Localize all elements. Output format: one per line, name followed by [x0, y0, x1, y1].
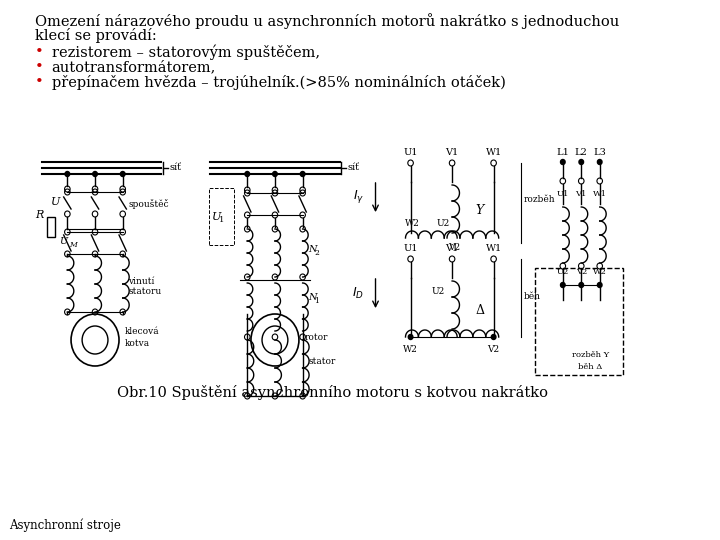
Text: •: •: [35, 45, 44, 59]
Circle shape: [560, 282, 565, 287]
Text: U2: U2: [431, 287, 445, 295]
Text: Δ: Δ: [475, 305, 484, 318]
Text: V1: V1: [575, 190, 587, 198]
Circle shape: [273, 172, 277, 177]
Text: W1: W1: [593, 190, 607, 198]
Text: U1: U1: [403, 244, 418, 253]
Circle shape: [65, 172, 70, 177]
Circle shape: [560, 159, 565, 165]
Text: 2: 2: [315, 249, 320, 257]
Text: kotva: kotva: [125, 340, 150, 348]
Text: U1: U1: [557, 190, 569, 198]
Text: Y: Y: [475, 204, 483, 217]
Text: $I_γ$: $I_γ$: [354, 188, 364, 206]
Text: V2: V2: [448, 243, 460, 252]
Text: rozběh Y: rozběh Y: [572, 351, 609, 359]
Text: běh: běh: [524, 292, 541, 301]
Text: autotransformátorem,: autotransformátorem,: [52, 60, 216, 74]
Text: 1: 1: [315, 297, 320, 305]
Text: L3: L3: [593, 148, 606, 157]
Text: rezistorem – statorovým spuštěčem,: rezistorem – statorovým spuštěčem,: [52, 45, 320, 60]
Text: W2: W2: [593, 268, 607, 276]
Text: W2: W2: [403, 345, 418, 354]
Text: U: U: [50, 197, 60, 207]
Text: •: •: [35, 75, 44, 89]
Text: L1: L1: [557, 148, 570, 157]
Text: běh Δ: běh Δ: [578, 363, 603, 371]
Text: rozběh: rozběh: [524, 194, 556, 204]
Text: $I_D$: $I_D$: [353, 286, 364, 301]
Circle shape: [598, 282, 602, 287]
Text: rotor: rotor: [305, 334, 328, 342]
Circle shape: [598, 159, 602, 165]
Text: U2: U2: [436, 219, 449, 228]
Text: R: R: [35, 210, 43, 220]
Text: klecí se provádí:: klecí se provádí:: [35, 28, 157, 43]
Text: síť: síť: [348, 164, 360, 172]
Bar: [535, 268, 623, 375]
Text: spouštěč: spouštěč: [128, 199, 169, 209]
Text: Obr.10 Spuštění asynchronního motoru s kotvou nakrátko: Obr.10 Spuštění asynchronního motoru s k…: [117, 385, 548, 400]
Text: Asynchronní stroje: Asynchronní stroje: [9, 518, 121, 532]
Text: V2: V2: [575, 268, 587, 276]
Text: vinutí: vinutí: [128, 276, 155, 286]
Circle shape: [245, 172, 250, 177]
Text: W2: W2: [405, 219, 420, 228]
Circle shape: [300, 172, 305, 177]
Text: W1: W1: [485, 148, 502, 157]
Bar: [47, 217, 55, 237]
Text: W1: W1: [485, 244, 502, 253]
Text: M: M: [69, 241, 77, 249]
Text: V1: V1: [446, 244, 459, 253]
Text: U: U: [212, 212, 222, 221]
Text: V1: V1: [446, 148, 459, 157]
Text: stator: stator: [308, 357, 336, 367]
Text: Omezení nárazového proudu u asynchronních motorů nakrátko s jednoduchou: Omezení nárazového proudu u asynchronníc…: [35, 13, 619, 29]
Bar: [209, 188, 234, 245]
Text: L2: L2: [575, 148, 588, 157]
Circle shape: [408, 334, 413, 340]
Text: statoru: statoru: [128, 287, 161, 295]
Circle shape: [93, 172, 97, 177]
Text: přepínačem hvězda – trojúhelník.(>85% nominálních otáček): přepínačem hvězda – trojúhelník.(>85% no…: [52, 75, 505, 90]
Circle shape: [579, 159, 584, 165]
Text: U: U: [60, 237, 68, 246]
Circle shape: [120, 172, 125, 177]
Text: U1: U1: [403, 148, 418, 157]
Circle shape: [579, 282, 584, 287]
Text: U2: U2: [557, 268, 569, 276]
Text: •: •: [35, 60, 44, 74]
Text: klecová: klecová: [125, 327, 159, 336]
Text: síť: síť: [170, 164, 181, 172]
Text: V2: V2: [487, 345, 500, 354]
Text: 1: 1: [219, 217, 224, 225]
Text: N: N: [308, 293, 317, 301]
Circle shape: [491, 334, 496, 340]
Text: N: N: [308, 245, 317, 253]
